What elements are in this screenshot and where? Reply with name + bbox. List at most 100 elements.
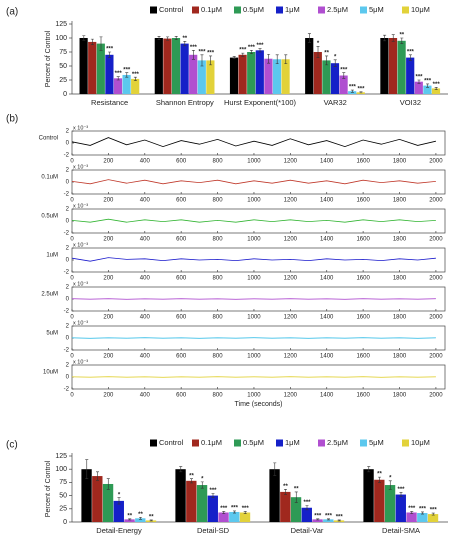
error-bar: [200, 481, 204, 489]
bar: [113, 78, 123, 94]
x-tick-label: 2000: [429, 237, 443, 243]
significance-label: ***: [303, 500, 311, 506]
x-tick-label: 0: [70, 354, 74, 360]
legend-label: 5μM: [369, 5, 384, 14]
error-bar: [326, 518, 330, 521]
error-bar: [383, 34, 387, 42]
bar: [427, 514, 439, 522]
error-bar: [410, 511, 414, 514]
significance-label: ***: [220, 506, 228, 512]
x-tick-label: Detail-SD: [197, 526, 230, 535]
legend-label: 5μM: [369, 438, 384, 447]
x-tick-label: 1800: [393, 393, 407, 399]
x-tick-label: 2000: [429, 315, 443, 321]
error-bar: [117, 497, 121, 505]
x-tick-label: 400: [140, 393, 151, 399]
x-tick-label: 1400: [320, 237, 334, 243]
bar: [102, 483, 114, 522]
error-bar: [96, 471, 100, 481]
error-bar: [284, 488, 288, 495]
significance-label: ***: [239, 48, 247, 54]
bar: [269, 469, 280, 522]
y-tick-label: 0: [66, 336, 70, 342]
y-tick-label: 75: [59, 479, 67, 486]
x-tick-label: 200: [103, 237, 114, 243]
x-tick-label: 800: [213, 198, 224, 204]
error-bar: [222, 511, 226, 514]
bar: [163, 38, 172, 94]
x-tick-label: 400: [140, 237, 151, 243]
error-bar: [420, 511, 424, 515]
error-bar: [434, 86, 438, 90]
bar: [290, 497, 302, 522]
significance-label: ***: [397, 487, 405, 493]
panel-label: (a): [6, 7, 18, 18]
error-bar: [388, 480, 392, 490]
legend-swatch: [402, 439, 409, 447]
x-tick-label: 400: [140, 354, 151, 360]
x-tick-label: 1200: [284, 237, 298, 243]
bar: [397, 40, 406, 94]
legend-swatch: [234, 439, 241, 447]
x-tick-label: 1400: [320, 354, 334, 360]
bar: [414, 81, 423, 94]
x-tick-label: Shannon Entropy: [156, 98, 214, 107]
legend-label: 2.5μM: [327, 438, 348, 447]
legend-swatch: [402, 6, 409, 14]
bar: [81, 469, 92, 522]
significance-label: ***: [190, 45, 198, 51]
y-tick-label: -2: [64, 192, 70, 198]
bar: [218, 512, 229, 522]
legend-label: 10μM: [411, 5, 430, 14]
x-tick-label: 1600: [356, 237, 370, 243]
error-bar: [232, 56, 236, 60]
y-tick-label: 0: [66, 141, 70, 147]
bar: [305, 38, 314, 94]
error-bar: [408, 54, 412, 61]
bar: [380, 38, 389, 94]
panel-label: (b): [6, 114, 18, 125]
x-tick-label: 1800: [393, 198, 407, 204]
x-tick-label: 1400: [320, 276, 334, 282]
significance-label: ***: [415, 75, 423, 81]
x-tick-label: Resistance: [91, 98, 128, 107]
significance-label: **: [189, 473, 194, 479]
significance-label: ***: [209, 488, 217, 494]
error-bar: [273, 462, 277, 476]
error-bar: [179, 466, 183, 473]
significance-label: ***: [340, 67, 348, 73]
error-bar: [243, 511, 247, 514]
error-bar: [209, 55, 213, 66]
x-tick-label: 1600: [356, 198, 370, 204]
bar: [264, 58, 273, 94]
trace: [71, 376, 436, 378]
x-tick-label: 2000: [429, 159, 443, 165]
error-bar: [333, 59, 337, 67]
y-tick-label: 50: [59, 63, 67, 70]
error-bar: [399, 492, 403, 497]
legend-swatch: [318, 439, 325, 447]
legend-swatch: [150, 439, 157, 447]
bar: [105, 54, 114, 94]
legend-label: 2.5μM: [327, 5, 348, 14]
y-tick-label: 50: [59, 492, 67, 499]
legend-label: 1μM: [285, 5, 300, 14]
x-tick-label: 2000: [429, 276, 443, 282]
bar: [207, 495, 218, 522]
y-tick-label: 2: [66, 207, 70, 213]
y-axis-label: Percent of Control: [45, 30, 52, 87]
bar: [395, 494, 406, 522]
bar: [339, 75, 348, 94]
x-tick-label: 400: [140, 276, 151, 282]
legend-label: Control: [159, 438, 184, 447]
error-bar: [391, 34, 395, 42]
legend-swatch: [192, 6, 199, 14]
significance-label: ***: [115, 71, 123, 77]
bar: [154, 38, 163, 94]
y-tick-label: 2: [66, 168, 70, 174]
bar: [186, 480, 197, 522]
x-tick-label: 400: [140, 159, 151, 165]
error-bar: [267, 53, 271, 64]
x-tick-label: 400: [140, 198, 151, 204]
trace: [71, 337, 436, 339]
